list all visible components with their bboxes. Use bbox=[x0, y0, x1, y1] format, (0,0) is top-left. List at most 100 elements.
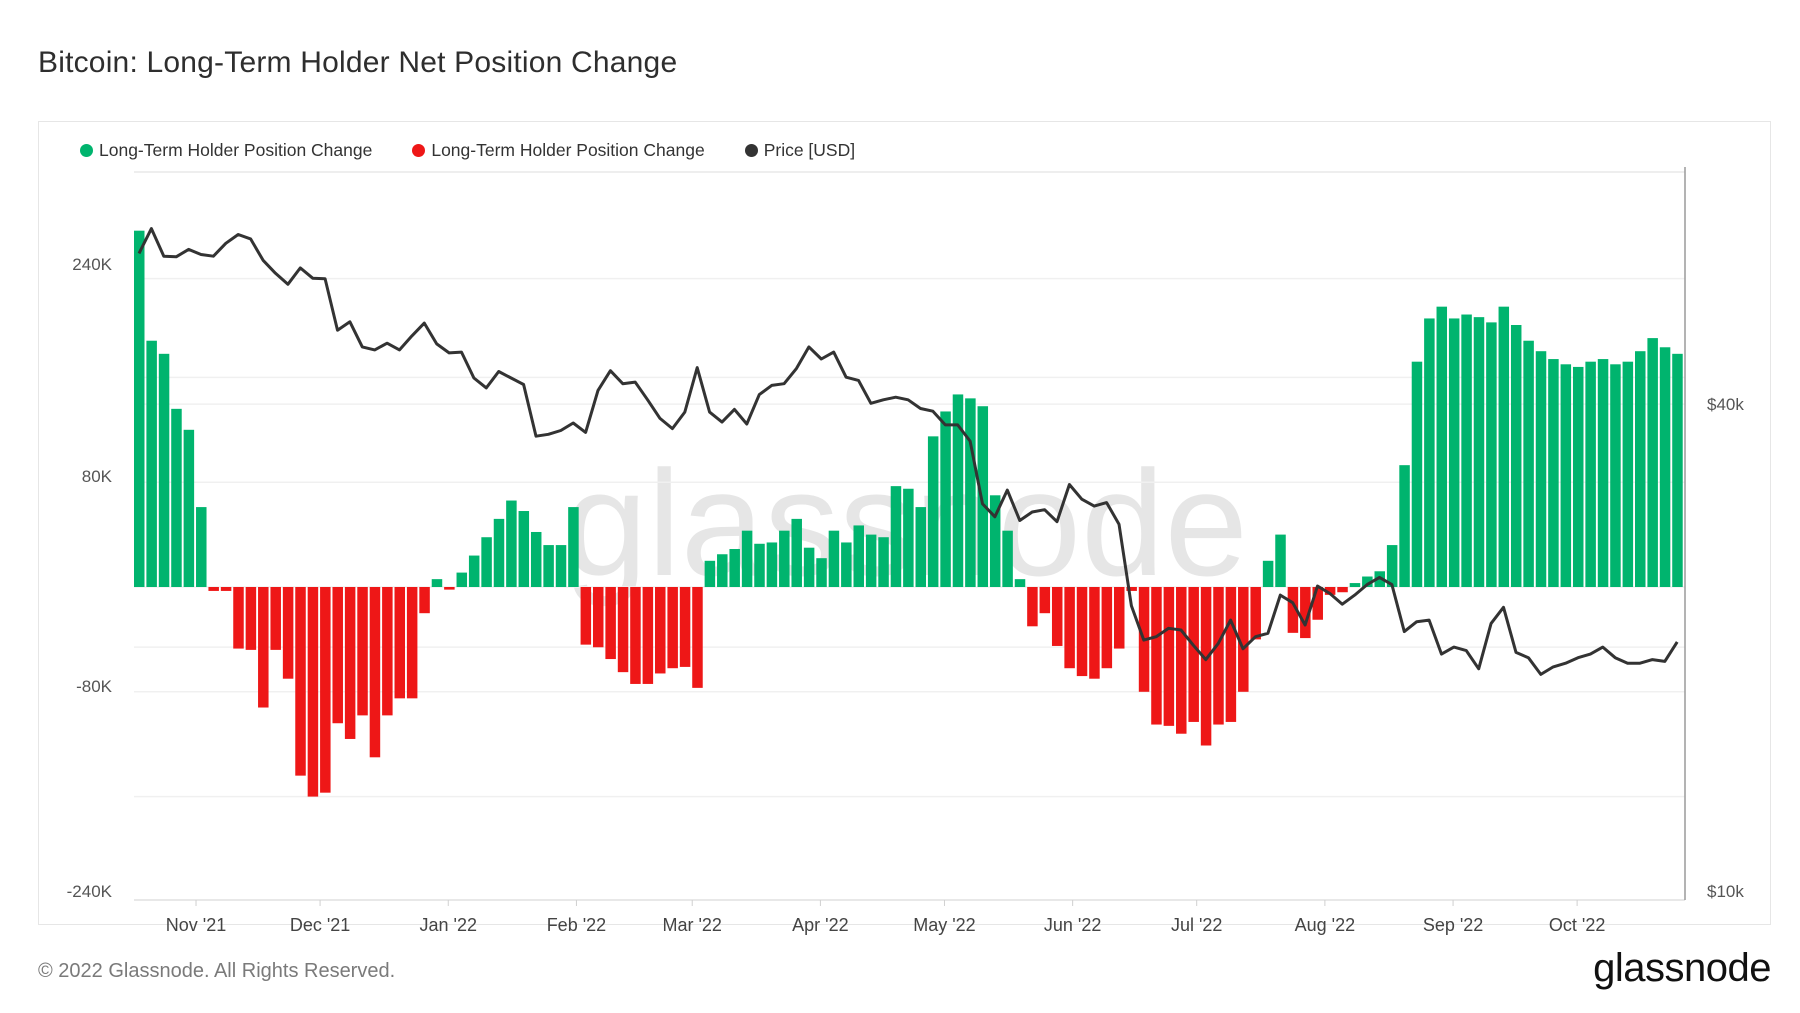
bar-negative bbox=[258, 587, 269, 708]
bar-positive bbox=[1386, 545, 1398, 587]
bar-negative bbox=[344, 587, 356, 739]
legend-item-positive[interactable]: Long-Term Holder Position Change bbox=[80, 140, 372, 161]
bar-negative bbox=[1089, 587, 1100, 679]
bar-positive bbox=[1436, 306, 1448, 587]
bar-positive bbox=[841, 542, 852, 587]
bar-positive bbox=[741, 530, 753, 587]
red-dot-icon bbox=[412, 144, 426, 157]
bar-negative bbox=[1076, 587, 1088, 677]
x-tick-label: May '22 bbox=[913, 915, 975, 935]
bar-positive bbox=[1548, 359, 1559, 587]
bar-positive bbox=[1275, 534, 1286, 587]
legend-label: Long-Term Holder Position Change bbox=[99, 140, 373, 160]
x-tick-label: Jul '22 bbox=[1171, 915, 1222, 935]
bar-positive bbox=[493, 518, 505, 587]
bar-negative bbox=[1324, 587, 1336, 595]
bar-positive bbox=[518, 511, 530, 587]
bar-positive bbox=[865, 534, 877, 587]
bar-positive bbox=[196, 507, 207, 587]
x-tick-label: Apr '22 bbox=[792, 915, 848, 935]
bar-negative bbox=[1113, 587, 1125, 649]
bar-negative bbox=[444, 587, 455, 590]
bar-positive bbox=[1262, 560, 1274, 587]
bar-negative bbox=[1188, 587, 1199, 722]
bar-negative bbox=[1238, 587, 1249, 692]
copyright: © 2022 Glassnode. All Rights Reserved. bbox=[38, 960, 396, 982]
bar-negative bbox=[605, 587, 616, 660]
bar-negative bbox=[1051, 587, 1063, 646]
bar-negative bbox=[1250, 587, 1261, 640]
bar-positive bbox=[1399, 465, 1410, 587]
bar-positive bbox=[1349, 583, 1361, 587]
bar-positive bbox=[1498, 306, 1510, 587]
bar-negative bbox=[307, 587, 319, 797]
legend: Long-Term Holder Position Change Long-Te… bbox=[80, 140, 855, 161]
bar-positive bbox=[555, 545, 567, 587]
bar-positive bbox=[952, 394, 964, 587]
legend-item-negative[interactable]: Long-Term Holder Position Change bbox=[412, 140, 705, 161]
bar-negative bbox=[406, 587, 418, 699]
bar-negative bbox=[1126, 587, 1137, 591]
bar-negative bbox=[617, 587, 629, 673]
bar-positive bbox=[965, 398, 976, 587]
bar-positive bbox=[158, 353, 170, 587]
bar-positive bbox=[1572, 366, 1584, 587]
bar-negative bbox=[270, 587, 281, 650]
bar-negative bbox=[233, 587, 244, 649]
bar-negative bbox=[282, 587, 294, 679]
bar-positive bbox=[183, 429, 195, 587]
bar-negative bbox=[1300, 587, 1311, 639]
bar-negative bbox=[1176, 587, 1187, 734]
bar-positive bbox=[1014, 579, 1026, 587]
bar-positive bbox=[1622, 361, 1634, 587]
bar-negative bbox=[1163, 587, 1175, 726]
y-right-tick-label: $10k bbox=[1707, 882, 1744, 901]
bar-positive bbox=[456, 572, 468, 587]
bar-positive bbox=[878, 537, 889, 587]
bar-negative bbox=[1312, 587, 1323, 620]
glassnode-logo[interactable]: glassnode bbox=[1593, 946, 1771, 990]
legend-item-price[interactable]: Price [USD] bbox=[744, 140, 856, 161]
legend-label: Price [USD] bbox=[763, 140, 856, 160]
bar-negative bbox=[1151, 587, 1162, 725]
bar-positive bbox=[431, 579, 443, 587]
bar-positive bbox=[803, 547, 815, 587]
bar-negative bbox=[655, 587, 666, 674]
bar-negative bbox=[245, 587, 257, 650]
bar-positive bbox=[1647, 338, 1658, 587]
bar-positive bbox=[1535, 351, 1547, 587]
bar-negative bbox=[630, 587, 641, 684]
bar-positive bbox=[915, 507, 927, 587]
bar-negative bbox=[1213, 587, 1224, 725]
bar-positive bbox=[1597, 359, 1609, 587]
bar-negative bbox=[208, 587, 219, 591]
bar-positive bbox=[530, 531, 542, 587]
x-tick-label: Nov '21 bbox=[166, 915, 226, 935]
bar-positive bbox=[903, 488, 914, 587]
bar-positive bbox=[1510, 325, 1522, 587]
y-left-tick-label: 240K bbox=[72, 255, 112, 274]
chart-card bbox=[38, 121, 1771, 925]
bar-positive bbox=[1523, 340, 1534, 587]
bar-positive bbox=[977, 406, 989, 587]
bar-positive bbox=[1659, 347, 1671, 587]
bar-positive bbox=[1448, 318, 1460, 587]
bar-negative bbox=[1101, 587, 1113, 669]
bar-positive bbox=[890, 486, 902, 587]
bar-positive bbox=[1362, 576, 1373, 587]
bar-positive bbox=[927, 436, 939, 587]
bar-positive bbox=[816, 558, 827, 587]
x-tick-label: Feb '22 bbox=[547, 915, 606, 935]
black-dot-icon bbox=[744, 144, 758, 157]
bar-positive bbox=[1411, 361, 1423, 587]
bar-positive bbox=[1473, 317, 1485, 587]
bar-positive bbox=[568, 507, 579, 587]
x-tick-label: Jan '22 bbox=[420, 915, 477, 935]
bar-positive bbox=[1486, 322, 1497, 587]
y-left-tick-label: -80K bbox=[76, 677, 113, 696]
bar-negative bbox=[357, 587, 368, 716]
bar-positive bbox=[791, 518, 802, 587]
bar-negative bbox=[642, 587, 654, 684]
bar-negative bbox=[332, 587, 343, 724]
